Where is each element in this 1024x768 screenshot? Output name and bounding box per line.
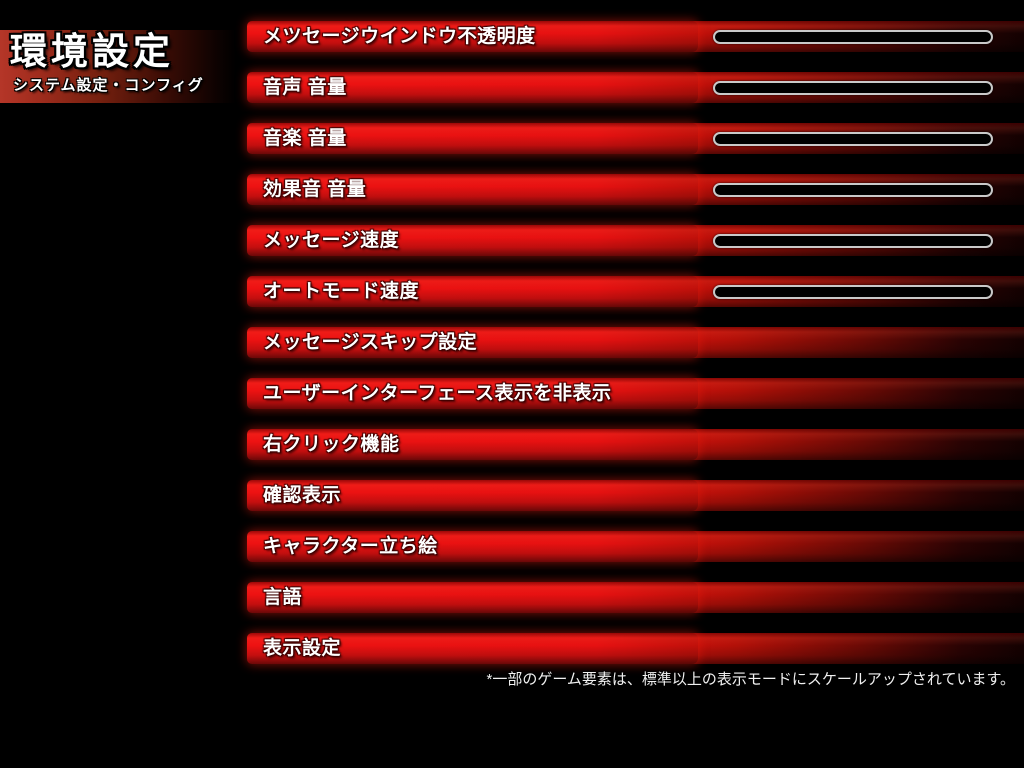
setting-label: メッセージ速度	[263, 230, 400, 251]
setting-label: 音声 音量	[263, 77, 347, 98]
setting-slider[interactable]	[713, 285, 993, 299]
setting-row[interactable]: 表示設定	[247, 633, 1024, 664]
setting-row[interactable]: メッセージ速度	[247, 225, 1024, 256]
setting-row[interactable]: オートモード速度	[247, 276, 1024, 307]
setting-row[interactable]: メツセージウインドウ不透明度	[247, 21, 1024, 52]
setting-row[interactable]: 確認表示	[247, 480, 1024, 511]
setting-row[interactable]: ユーザーインターフェース表示を非表示	[247, 378, 1024, 409]
setting-slider[interactable]	[713, 132, 993, 146]
setting-row[interactable]: 音楽 音量	[247, 123, 1024, 154]
setting-slider[interactable]	[713, 30, 993, 44]
setting-label: 確認表示	[263, 485, 342, 506]
setting-slider[interactable]	[713, 234, 993, 248]
setting-label: 音楽 音量	[263, 128, 347, 149]
page-subtitle: システム設定・コンフィグ	[13, 76, 204, 94]
setting-row[interactable]: 音声 音量	[247, 72, 1024, 103]
setting-row[interactable]: 言語	[247, 582, 1024, 613]
page-title: 環境設定	[10, 31, 174, 72]
setting-row[interactable]: 効果音 音量	[247, 174, 1024, 205]
page-title-block: 環境設定 システム設定・コンフィグ	[0, 30, 236, 103]
settings-list: メツセージウインドウ不透明度 音声 音量 音楽 音量 効果音 音量 メッセージ速…	[247, 21, 1024, 684]
setting-slider[interactable]	[713, 81, 993, 95]
setting-row[interactable]: キャラクター立ち絵	[247, 531, 1024, 562]
setting-label: 効果音 音量	[263, 179, 367, 200]
setting-label: メツセージウインドウ不透明度	[263, 26, 536, 47]
footnote: *一部のゲーム要素は、標準以上の表示モードにスケールアップされています。	[486, 671, 1015, 688]
setting-label: メッセージスキップ設定	[263, 332, 478, 353]
setting-label: 右クリック機能	[263, 434, 400, 455]
setting-label: キャラクター立ち絵	[263, 536, 438, 557]
setting-label: ユーザーインターフェース表示を非表示	[263, 383, 612, 404]
setting-label: オートモード速度	[263, 281, 420, 302]
setting-row[interactable]: メッセージスキップ設定	[247, 327, 1024, 358]
setting-slider[interactable]	[713, 183, 993, 197]
setting-row[interactable]: 右クリック機能	[247, 429, 1024, 460]
setting-label: 表示設定	[263, 638, 342, 659]
setting-label: 言語	[263, 587, 303, 608]
